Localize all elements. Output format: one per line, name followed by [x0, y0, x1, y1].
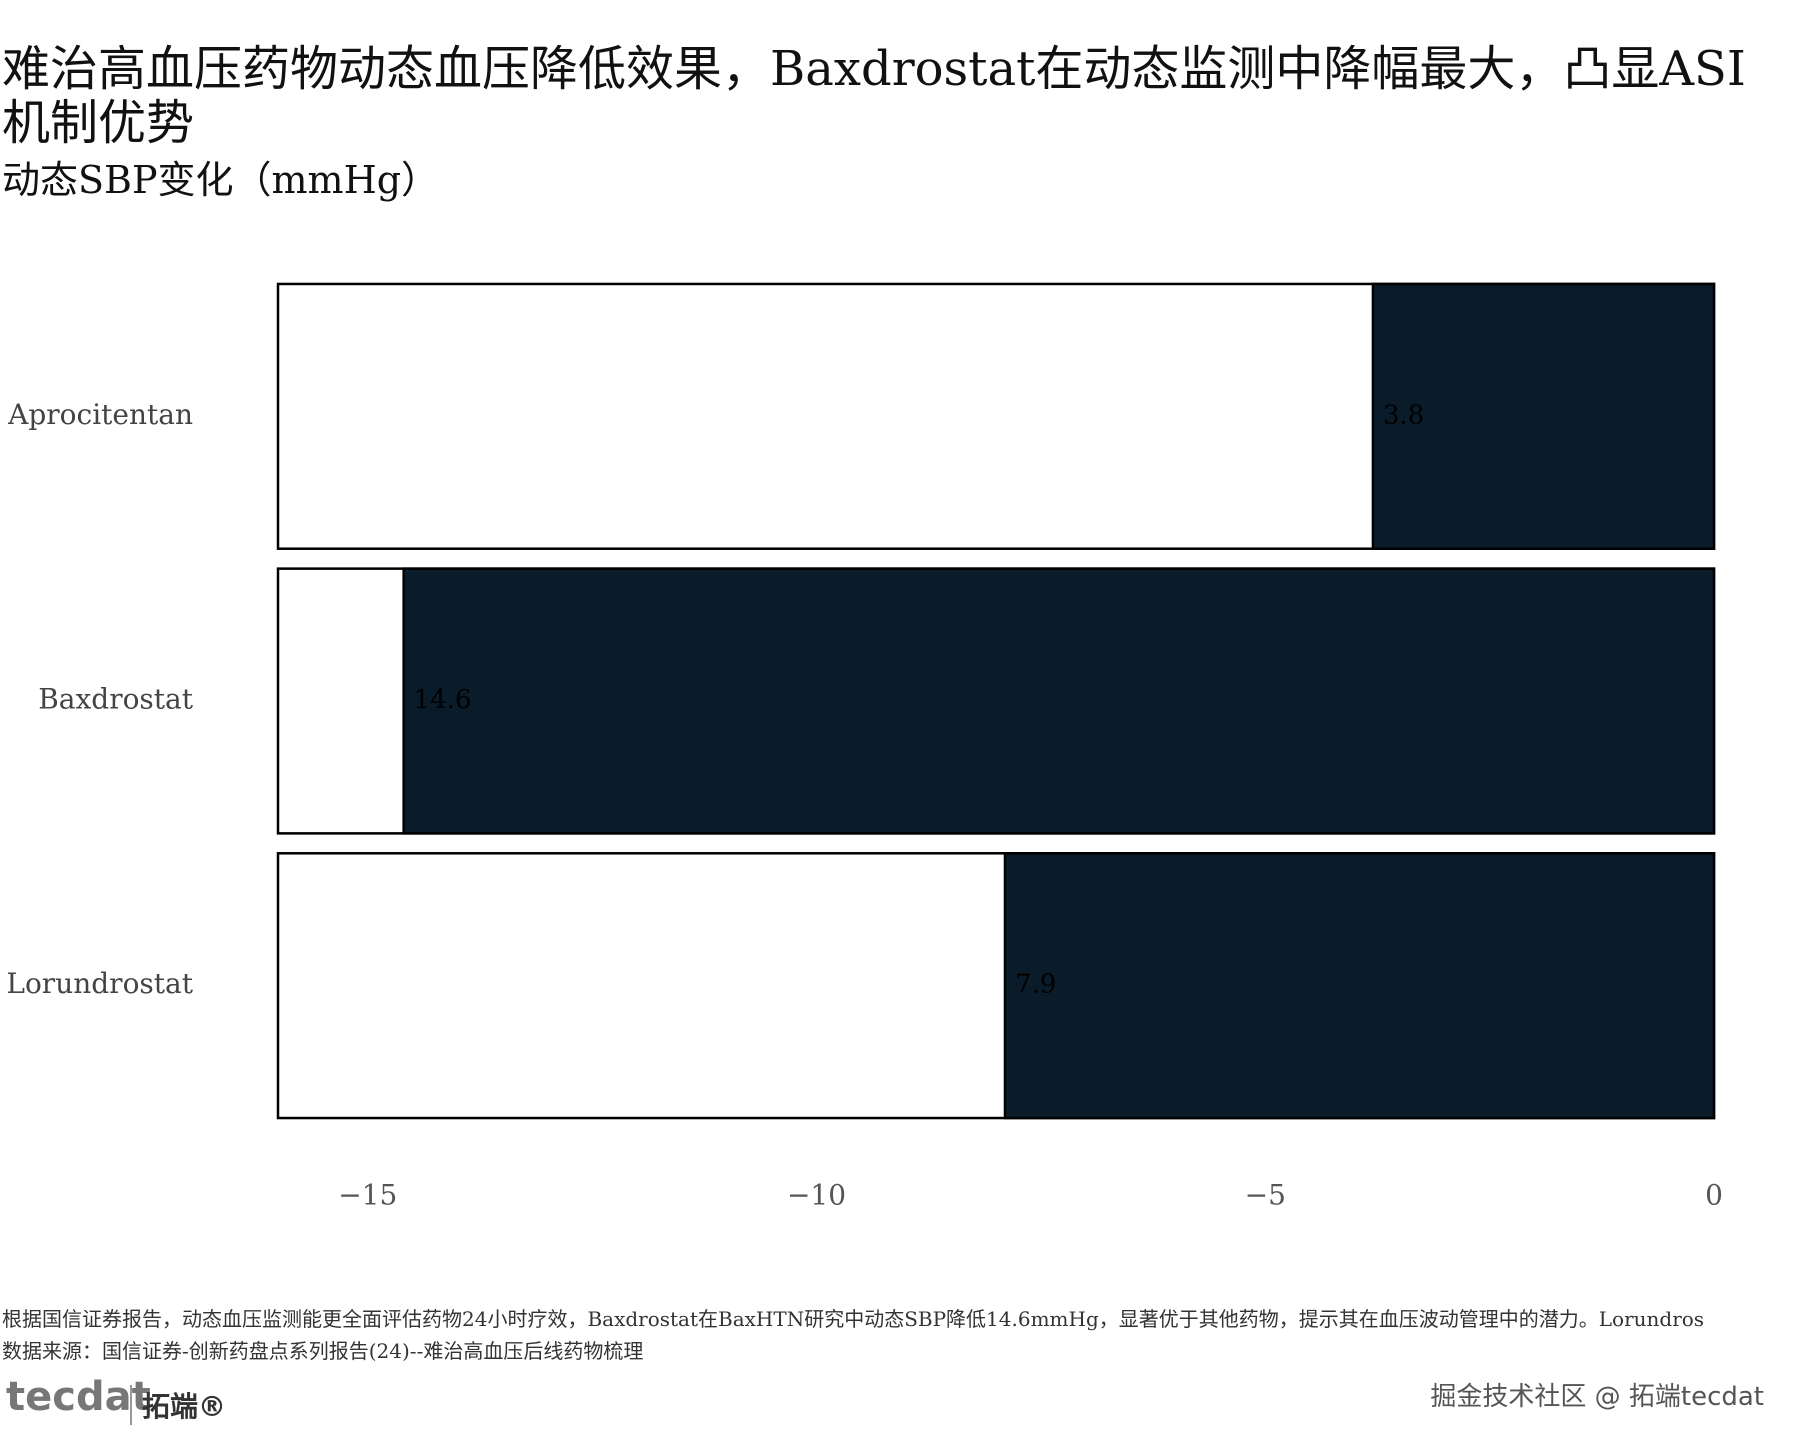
x-tick-label: −15 — [338, 1179, 397, 1212]
footnote: 根据国信证券报告，动态血压监测能更全面评估药物24小时疗效，Baxdrostat… — [2, 1307, 1705, 1331]
x-tick-label: 0 — [1705, 1179, 1723, 1212]
chart-title: 难治高血压药物动态血压降低效果，Baxdrostat在动态监测中降幅最大，凸显A… — [2, 41, 1746, 151]
chart: −15 −10 −5 0 Aprocitentan 3.8 Baxdrostat 14.6 Lo… — [6, 282, 1723, 1212]
logo-text: 拓端® — [130, 1385, 226, 1425]
y-tick-label: Lorundrostat — [6, 967, 193, 1000]
data-label: 3.8 — [1383, 400, 1424, 430]
bar — [1003, 852, 1716, 1120]
x-tick-label: −10 — [787, 1179, 846, 1212]
bar — [402, 567, 1716, 835]
data-label: 14.6 — [414, 685, 472, 715]
x-tick-label: −5 — [1245, 1179, 1286, 1212]
chart-subtitle: 动态SBP变化（mmHg） — [2, 158, 440, 202]
y-tick-label: Aprocitentan — [7, 398, 193, 431]
logo: tecdat — [6, 1374, 151, 1420]
data-label: 7.9 — [1015, 970, 1056, 1000]
watermark: 掘金技术社区 @ 拓端tecdat — [1430, 1382, 1764, 1412]
y-tick-label: Baxdrostat — [38, 683, 194, 716]
source: 数据来源：国信证券-创新药盘点系列报告(24)--难治高血压后线药物梳理 — [2, 1339, 644, 1363]
bar — [1371, 282, 1716, 550]
